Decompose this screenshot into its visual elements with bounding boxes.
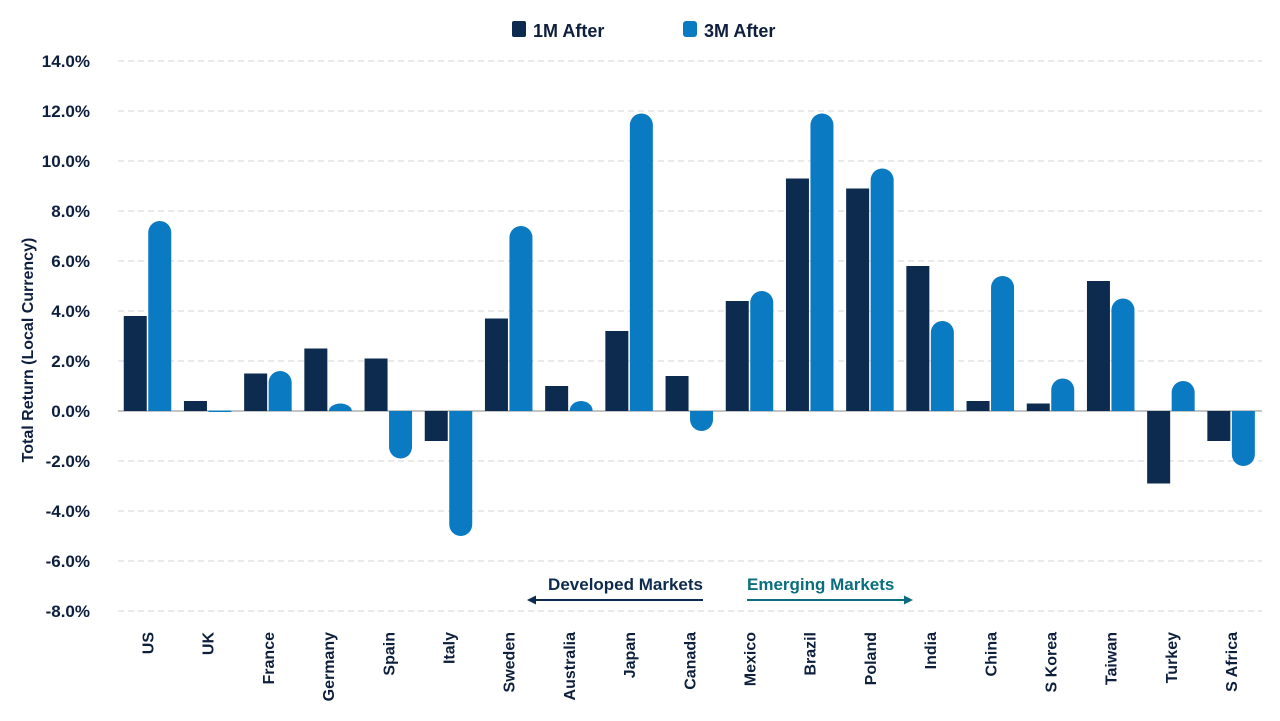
- y-tick-label: 10.0%: [42, 152, 90, 171]
- bar-3m-s-africa: [1231, 411, 1255, 466]
- x-tick-label: Poland: [863, 632, 880, 685]
- x-tick-label: S Africa: [1224, 632, 1241, 692]
- emerging-markets-arrow: [747, 595, 913, 605]
- bar-3m-s-korea: [1051, 378, 1075, 411]
- bar-3m-brazil: [810, 113, 834, 411]
- bar-3m-uk: [208, 410, 232, 412]
- y-axis-ticks: 14.0% 12.0% 10.0% 8.0% 6.0% 4.0% 2.0% 0.0% -2.0%…: [42, 52, 90, 621]
- y-tick-label: 12.0%: [42, 102, 90, 121]
- x-tick-label: Spain: [381, 632, 398, 676]
- y-tick-label: -4.0%: [46, 502, 90, 521]
- bar-1m-us: [123, 316, 147, 411]
- bar-1m-s-korea: [1026, 403, 1050, 411]
- x-tick-label: Taiwan: [1104, 632, 1121, 685]
- x-tick-label: Mexico: [743, 632, 760, 686]
- x-tick-label: S Korea: [1044, 632, 1061, 693]
- bar-3m-taiwan: [1111, 298, 1135, 411]
- x-tick-label: Sweden: [502, 632, 519, 692]
- x-tick-label: Australia: [562, 632, 579, 701]
- x-tick-label: Brazil: [803, 632, 820, 676]
- bars: [123, 113, 1255, 536]
- x-tick-label: Germany: [321, 632, 338, 701]
- y-tick-label: 4.0%: [51, 302, 90, 321]
- emerging-markets-label: Emerging Markets: [747, 575, 894, 594]
- y-axis-label: Total Return (Local Currency): [20, 238, 37, 463]
- bar-1m-taiwan: [1086, 281, 1110, 411]
- legend-label-3m: 3M After: [704, 21, 775, 41]
- bar-1m-canada: [665, 376, 689, 411]
- bar-1m-australia: [545, 386, 569, 411]
- bar-3m-us: [148, 221, 172, 411]
- x-tick-label: Japan: [622, 632, 639, 678]
- bar-1m-brazil: [785, 178, 809, 411]
- legend-swatch-3m: [683, 21, 697, 37]
- y-tick-label: 0.0%: [51, 402, 90, 421]
- bar-3m-india: [930, 321, 954, 411]
- bar-3m-sweden: [509, 226, 533, 411]
- y-tick-label: -6.0%: [46, 552, 90, 571]
- y-tick-label: -8.0%: [46, 602, 90, 621]
- legend-label-1m: 1M After: [533, 21, 604, 41]
- y-tick-label: 8.0%: [51, 202, 90, 221]
- bar-1m-spain: [364, 358, 388, 411]
- developed-markets-arrow: [527, 595, 703, 605]
- y-tick-label: 14.0%: [42, 52, 90, 71]
- bar-1m-india: [906, 266, 930, 411]
- bar-1m-mexico: [725, 301, 749, 411]
- bar-3m-germany: [328, 403, 352, 411]
- bar-1m-france: [244, 373, 268, 411]
- bar-3m-canada: [690, 411, 714, 431]
- bar-3m-poland: [870, 168, 894, 411]
- bar-3m-china: [991, 276, 1015, 411]
- x-tick-label: US: [141, 632, 158, 655]
- bar-1m-s-africa: [1207, 411, 1231, 441]
- bar-1m-germany: [304, 348, 328, 411]
- bar-1m-uk: [183, 401, 207, 411]
- bar-1m-turkey: [1147, 411, 1171, 484]
- bar-1m-italy: [424, 411, 448, 441]
- market-annotations: Developed Markets Emerging Markets: [527, 575, 913, 605]
- bar-3m-italy: [449, 411, 473, 536]
- bar-3m-turkey: [1171, 381, 1195, 411]
- bar-3m-australia: [569, 401, 593, 411]
- legend-swatch-1m: [512, 21, 526, 37]
- legend: 1M After 3M After: [512, 21, 775, 41]
- x-axis-categories: US UK France Germany Spain Italy Sweden Austral…: [141, 632, 1242, 702]
- x-tick-label: France: [261, 632, 278, 685]
- bar-1m-sweden: [484, 318, 508, 411]
- bar-3m-japan: [629, 113, 653, 411]
- bar-1m-poland: [846, 188, 870, 411]
- bar-1m-japan: [605, 331, 629, 411]
- bar-1m-china: [966, 401, 990, 411]
- developed-markets-label: Developed Markets: [548, 575, 703, 594]
- x-tick-label: Canada: [682, 632, 699, 690]
- x-tick-label: UK: [201, 632, 218, 656]
- x-tick-label: Turkey: [1164, 632, 1181, 683]
- y-tick-label: -2.0%: [46, 452, 90, 471]
- x-tick-label: China: [983, 632, 1000, 677]
- bar-3m-spain: [389, 411, 413, 459]
- y-tick-label: 6.0%: [51, 252, 90, 271]
- bar-3m-mexico: [750, 291, 774, 411]
- x-tick-label: Italy: [442, 632, 459, 664]
- x-tick-label: India: [923, 632, 940, 669]
- y-tick-label: 2.0%: [51, 352, 90, 371]
- bar-3m-france: [268, 371, 292, 411]
